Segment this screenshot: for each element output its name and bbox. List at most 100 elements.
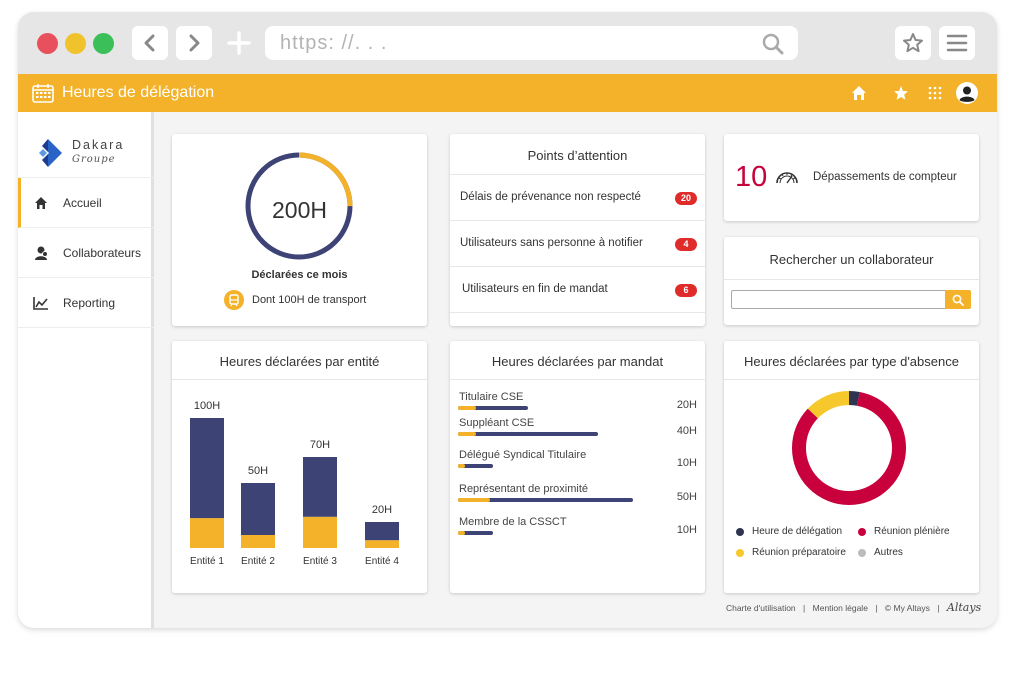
window-close-button[interactable] [37, 33, 58, 54]
bar-value-label: 100H [194, 400, 220, 412]
sidebar: Dakara Groupe Accueil Collaborateurs Rep… [18, 112, 154, 628]
sidebar-item-label: Reporting [63, 295, 116, 310]
search-icon [952, 294, 964, 306]
chart-title: Heures déclarées par mandat [491, 354, 664, 369]
mandat-value: 50H [676, 491, 697, 503]
mandat-value: 10H [676, 524, 697, 536]
legend-label: Heure de délégation [752, 526, 843, 537]
favorites-star-icon[interactable] [893, 85, 909, 101]
hamburger-menu-icon [946, 34, 968, 52]
footer: Charte d'utilisation | Mention légale | … [726, 601, 982, 614]
transport-hours-text: Dont 100H de transport [252, 294, 367, 306]
users-icon [33, 245, 49, 261]
mandat-chart-card: Heures déclarées par mandat Titulaire CS… [450, 341, 705, 593]
browser-window: https: //. . . Heures de délégation Daka… [18, 12, 997, 628]
bar-hours[interactable] [303, 457, 337, 517]
legend-dot [736, 527, 744, 536]
attention-item[interactable]: Utilisateurs sans personne à notifier 4 [450, 221, 705, 267]
footer-link-mentions[interactable]: Mention légale [812, 603, 868, 613]
attention-card: Points d’attention Délais de prévenance … [450, 134, 705, 326]
attention-item-label: Délais de prévenance non respecté [460, 191, 641, 203]
chart-title: Heures déclarées par type d'absence [744, 354, 959, 369]
window-minimize-button[interactable] [65, 33, 86, 54]
attention-title: Points d’attention [527, 148, 628, 163]
plus-icon [227, 31, 251, 55]
mandat-bar[interactable] [458, 406, 528, 410]
footer-link-charte[interactable]: Charte d'utilisation [726, 603, 796, 613]
window-maximize-button[interactable] [93, 33, 114, 54]
absence-chart-card: Heures déclarées par type d'absence Heur… [724, 341, 979, 593]
attention-item-label: Utilisateurs en fin de mandat [462, 283, 608, 295]
bar-hours[interactable] [190, 418, 224, 519]
bar-value-label: 20H [372, 504, 392, 516]
sidebar-item-collaborateurs[interactable]: Collaborateurs [18, 228, 154, 278]
home-icon [33, 195, 49, 211]
chevron-right-icon [189, 34, 200, 52]
attention-item[interactable]: Délais de prévenance non respecté 20 [450, 175, 705, 221]
new-tab-button[interactable] [226, 30, 252, 56]
legend-dot [858, 548, 866, 557]
mandat-label: Titulaire CSE [459, 391, 524, 403]
speedometer-icon [776, 172, 798, 184]
monthly-hours-value: 200H [272, 197, 327, 223]
mandat-label: Représentant de proximité [459, 483, 589, 495]
transport-icon [224, 290, 244, 310]
mandat-bar[interactable] [458, 432, 598, 436]
app-header: Heures de délégation [18, 74, 997, 112]
legend-dot [858, 527, 866, 536]
dakara-logo-icon [35, 139, 62, 167]
chart-title: Heures déclarées par entité [219, 354, 380, 369]
attention-item[interactable]: Utilisateurs en fin de mandat 6 [450, 267, 705, 313]
brand-name: Dakara [72, 138, 125, 152]
address-bar[interactable]: https: //. . . [265, 26, 798, 60]
category-label: Entité 2 [241, 556, 275, 567]
search-submit-button[interactable] [945, 290, 971, 309]
mandat-bar[interactable] [458, 464, 493, 468]
apps-grid-icon[interactable] [928, 86, 942, 100]
mandat-bar-transport [458, 464, 465, 468]
app-title: Heures de délégation [62, 84, 215, 101]
mandat-bar-transport [458, 432, 476, 436]
absence-donut-chart [792, 391, 906, 505]
donut-slice[interactable] [792, 391, 906, 505]
footer-copyright: © My Altays [884, 603, 930, 613]
chart-line-icon [33, 295, 49, 311]
mandat-bar[interactable] [458, 498, 633, 502]
brand-logo[interactable]: Dakara Groupe [34, 134, 144, 170]
forward-button[interactable] [176, 26, 212, 60]
monthly-hours-gauge [245, 152, 353, 260]
legend-label: Réunion plénière [874, 526, 950, 537]
sidebar-item-accueil[interactable]: Accueil [18, 178, 154, 228]
dashboard: 200H Déclarées ce mois Dont 100H de tran… [154, 112, 997, 628]
bar-transport[interactable] [365, 540, 399, 548]
overrun-label: Dépassements de compteur [813, 171, 957, 183]
bar-transport[interactable] [241, 535, 275, 548]
user-avatar-icon[interactable] [956, 82, 978, 104]
mandat-value: 40H [676, 425, 697, 437]
attention-count-badge: 6 [675, 284, 697, 297]
mandat-label: Membre de la CSSCT [459, 516, 567, 528]
bar-transport[interactable] [190, 518, 224, 548]
back-button[interactable] [132, 26, 168, 60]
bar-hours[interactable] [365, 522, 399, 541]
star-outline-icon [903, 33, 923, 53]
mandat-bar[interactable] [458, 531, 493, 535]
search-card: Rechercher un collaborateur [724, 237, 979, 325]
overrun-card[interactable]: 10 Dépassements de compteur [724, 134, 979, 221]
brand-subtitle: Groupe [72, 154, 116, 165]
calendar-icon [32, 84, 54, 103]
collaborator-search-input[interactable] [731, 290, 946, 309]
search-icon[interactable] [762, 33, 784, 55]
bar-transport[interactable] [303, 516, 337, 548]
category-label: Entité 3 [303, 556, 337, 567]
bar-hours[interactable] [241, 483, 275, 535]
mandat-bar-transport [458, 531, 465, 535]
mandat-label: Suppléant CSE [459, 417, 535, 429]
home-icon[interactable] [851, 85, 867, 101]
browser-menu-button[interactable] [939, 26, 975, 60]
mandat-label: Délégué Syndical Titulaire [459, 449, 587, 461]
donut-slice[interactable] [792, 391, 906, 505]
category-label: Entité 4 [365, 556, 399, 567]
bookmark-button[interactable] [895, 26, 931, 60]
sidebar-item-reporting[interactable]: Reporting [18, 278, 154, 328]
